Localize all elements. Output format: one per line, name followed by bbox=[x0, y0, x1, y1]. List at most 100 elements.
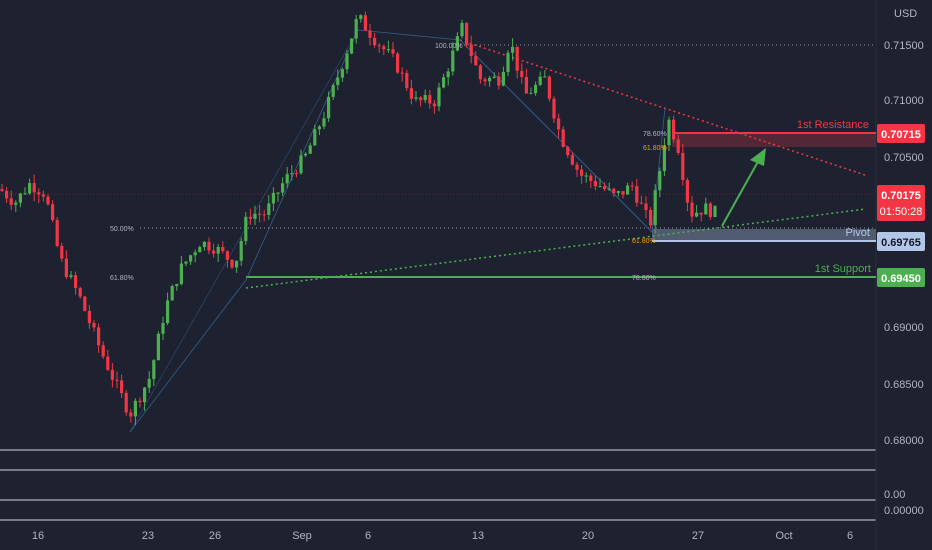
candle-body bbox=[432, 103, 436, 107]
candle-body bbox=[198, 247, 202, 253]
candle-body bbox=[74, 275, 78, 289]
candle-body bbox=[455, 36, 459, 51]
candle-body bbox=[267, 203, 271, 215]
candle-body bbox=[138, 400, 142, 403]
candle-body bbox=[193, 252, 197, 256]
candle-body bbox=[409, 88, 413, 99]
candle-body bbox=[18, 193, 22, 203]
candle-body bbox=[262, 214, 266, 216]
candle-body bbox=[708, 203, 712, 217]
candle-body bbox=[244, 216, 248, 242]
candle-body bbox=[225, 251, 229, 260]
candle-body bbox=[635, 186, 639, 203]
candle-body bbox=[83, 296, 87, 311]
candle-body bbox=[110, 369, 114, 380]
candle-body bbox=[106, 356, 110, 370]
candle-body bbox=[566, 146, 570, 156]
candle-body bbox=[202, 241, 206, 248]
candle-body bbox=[147, 378, 151, 388]
candle-body bbox=[414, 97, 418, 99]
candle-body bbox=[55, 220, 59, 246]
candle-body bbox=[216, 246, 220, 254]
candle-body bbox=[699, 212, 703, 215]
candle-body bbox=[478, 65, 482, 80]
candle-body bbox=[524, 76, 528, 94]
resistance-price-tag-text: 0.70715 bbox=[881, 129, 921, 141]
candle-body bbox=[97, 327, 101, 346]
fib-label: 50.00% bbox=[110, 226, 134, 233]
candle-body bbox=[616, 191, 620, 193]
candle-body bbox=[32, 183, 36, 193]
pivot-zone bbox=[652, 229, 876, 241]
candle-body bbox=[23, 193, 27, 195]
candle-body bbox=[221, 246, 225, 252]
candle-body bbox=[658, 171, 662, 191]
fib-label: 78.60% bbox=[632, 275, 656, 282]
candle-body bbox=[101, 345, 105, 357]
candle-body bbox=[124, 393, 128, 413]
candle-body bbox=[561, 129, 565, 147]
candle-body bbox=[28, 183, 32, 194]
fib-label: 61.80% bbox=[643, 145, 667, 152]
candle-body bbox=[253, 213, 257, 219]
x-tick-label: 16 bbox=[32, 530, 44, 542]
candle-body bbox=[207, 241, 211, 251]
candle-body bbox=[446, 71, 450, 78]
x-tick-label: 23 bbox=[142, 530, 154, 542]
candle-body bbox=[9, 198, 13, 205]
candle-body bbox=[603, 186, 607, 190]
candle-body bbox=[152, 360, 156, 379]
candle-body bbox=[78, 288, 82, 297]
x-tick-label: 27 bbox=[692, 530, 704, 542]
candle-body bbox=[621, 191, 625, 195]
candle-body bbox=[626, 185, 630, 195]
candle-body bbox=[271, 192, 275, 204]
candles-group bbox=[0, 11, 717, 425]
candle-body bbox=[276, 192, 280, 194]
candle-body bbox=[506, 52, 510, 73]
candle-body bbox=[598, 186, 602, 188]
candle-body bbox=[363, 15, 367, 31]
fib-label: 78.60% bbox=[643, 131, 667, 138]
candle-body bbox=[713, 205, 717, 217]
candle-body bbox=[179, 263, 183, 285]
bar-countdown: 01:50:28 bbox=[880, 206, 923, 218]
candle-body bbox=[133, 400, 137, 417]
time-axis[interactable]: 16 23 26 Sep 6 13 20 27 Oct 6 bbox=[32, 530, 853, 542]
candle-body bbox=[630, 185, 634, 187]
candle-body bbox=[120, 380, 124, 394]
candle-body bbox=[382, 46, 386, 50]
candle-body bbox=[143, 387, 147, 403]
sub-pane-tick: 0.00000 bbox=[884, 505, 924, 517]
candle-body bbox=[423, 95, 427, 101]
candle-body bbox=[87, 310, 91, 324]
candle-body bbox=[129, 412, 133, 417]
candle-body bbox=[336, 77, 340, 85]
candle-body bbox=[676, 139, 680, 153]
projection-arrowhead bbox=[750, 148, 766, 166]
candle-body bbox=[695, 212, 699, 217]
candle-body bbox=[299, 155, 303, 174]
y-tick-label: 0.68500 bbox=[884, 379, 924, 391]
y-tick-label: 0.71000 bbox=[884, 95, 924, 107]
candle-body bbox=[239, 241, 243, 261]
candle-body bbox=[308, 145, 312, 154]
candle-body bbox=[534, 84, 538, 94]
candle-body bbox=[386, 49, 390, 51]
support-label: 1st Support bbox=[815, 263, 871, 275]
candle-body bbox=[483, 79, 487, 82]
candle-body bbox=[258, 213, 262, 215]
candle-body bbox=[543, 76, 547, 78]
candle-body bbox=[488, 77, 492, 82]
pivot-price-tag bbox=[877, 232, 925, 251]
candle-body bbox=[607, 188, 611, 190]
candle-body bbox=[580, 169, 584, 176]
candle-body bbox=[161, 323, 165, 334]
x-tick-label: 26 bbox=[209, 530, 221, 542]
candle-body bbox=[285, 174, 289, 184]
y-tick-label: 0.69000 bbox=[884, 322, 924, 334]
fib-swing-lines bbox=[129, 29, 359, 433]
candle-body bbox=[547, 76, 551, 99]
candle-body bbox=[690, 202, 694, 217]
